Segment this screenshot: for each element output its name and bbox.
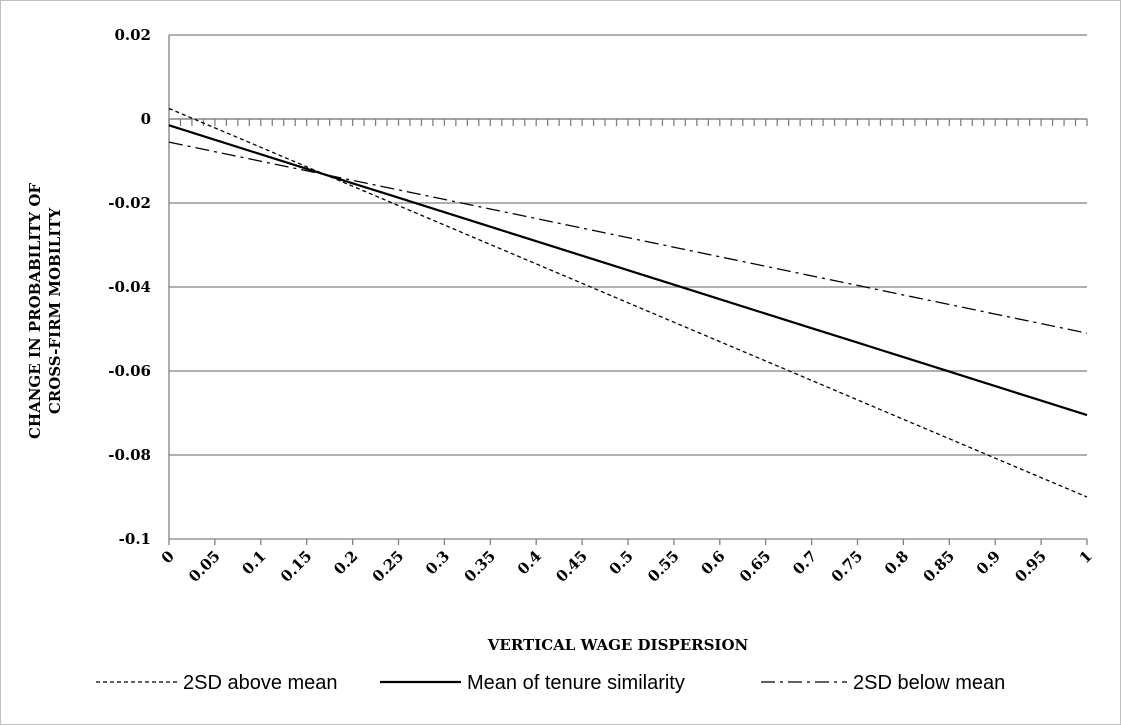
x-tick-label: 0.8: [881, 547, 912, 578]
y-tick-label: 0: [141, 110, 151, 128]
legend-label: 2SD above mean: [183, 672, 338, 694]
x-tick-label: 0.1: [238, 547, 269, 578]
x-tick-label: 0.4: [514, 547, 545, 578]
x-tick-label: 0.7: [789, 547, 820, 578]
legend-label: Mean of tenure similarity: [467, 672, 685, 694]
x-tick-label: 0: [158, 547, 178, 567]
legend: 2SD above mean Mean of tenure similarity 2…: [96, 672, 1005, 694]
legend-label: 2SD below mean: [853, 672, 1005, 694]
x-tick-label: 0.2: [330, 547, 361, 578]
x-tick-label: 0.65: [736, 547, 775, 586]
y-axis-title: CHANGE IN PROBABILITY OF CROSS-FIRM MOBI…: [26, 183, 64, 439]
y-tick-label: -0.08: [108, 446, 151, 464]
x-tick-label: 0.05: [185, 547, 224, 586]
y-tick-label: -0.06: [108, 362, 151, 380]
y-tick-label: 0.02: [114, 26, 151, 44]
y-tick-label: -0.04: [108, 278, 151, 296]
x-tick-label: 0.95: [1011, 547, 1050, 586]
y-axis-title-line-1: CHANGE IN PROBABILITY OF: [26, 183, 44, 439]
x-tick-label: 0.15: [277, 547, 316, 586]
x-tick-label: 0.35: [461, 547, 500, 586]
x-tick-label: 0.75: [828, 547, 867, 586]
x-tick-label: 0.6: [697, 547, 728, 578]
y-tick-label: -0.1: [119, 530, 151, 548]
x-tick-label: 0.9: [973, 547, 1004, 578]
x-tick-label: 1: [1076, 547, 1096, 567]
series-line: [168, 141, 1088, 334]
y-axis-title-line-2: CROSS-FIRM MOBILITY: [46, 208, 64, 415]
series-line: [168, 107, 1088, 498]
x-tick-label: 0.25: [369, 547, 408, 586]
x-tick-label: 0.85: [920, 547, 959, 586]
x-tick-label: 0.5: [606, 547, 637, 578]
x-axis-title: VERTICAL WAGE DISPERSION: [487, 636, 749, 654]
x-tick-label: 0.55: [644, 547, 683, 586]
y-tick-label: -0.02: [108, 194, 151, 212]
x-tick-label: 0.3: [422, 547, 453, 578]
x-tick-label: 0.45: [552, 547, 591, 586]
